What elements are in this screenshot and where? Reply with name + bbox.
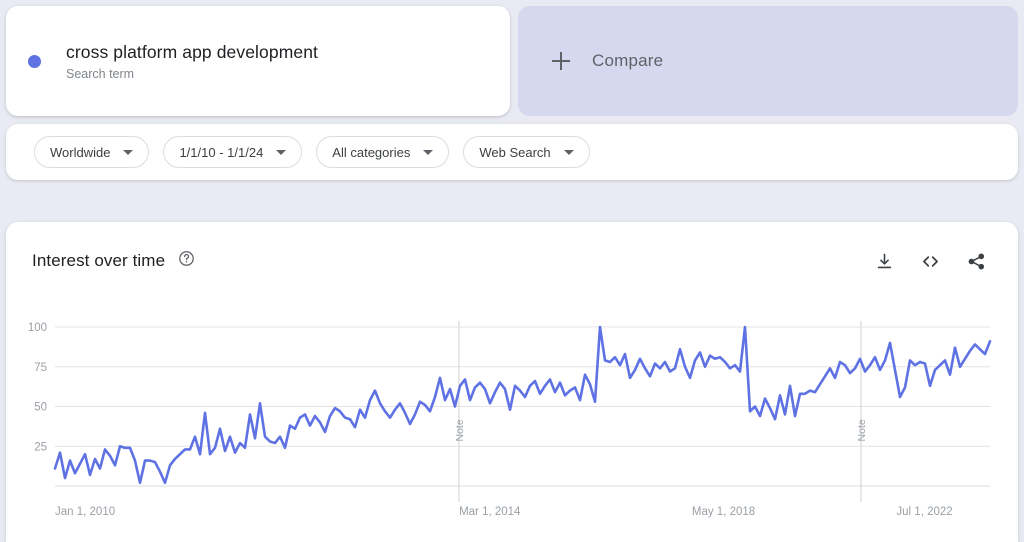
chart-actions [875, 251, 986, 272]
x-axis-tick-label: May 1, 2018 [692, 506, 755, 518]
chart-header: Interest over time [6, 222, 1018, 272]
search-term-card[interactable]: cross platform app development Search te… [6, 6, 510, 116]
y-axis-tick-label: 75 [34, 362, 47, 374]
filter-chip-search-type-label: Web Search [479, 144, 551, 160]
terms-row: cross platform app development Search te… [0, 0, 1024, 118]
plus-icon [552, 52, 570, 70]
series-color-dot [28, 54, 41, 68]
y-axis-tick-label: 100 [28, 322, 47, 334]
filter-chip-category-label: All categories [332, 144, 411, 160]
chart-title-wrap: Interest over time [32, 250, 195, 272]
filter-chip-region[interactable]: Worldwide [34, 136, 150, 168]
filter-chip-search-type[interactable]: Web Search [463, 136, 590, 168]
chevron-down-icon [123, 149, 134, 155]
search-term-texts: cross platform app development Search te… [66, 41, 318, 82]
share-icon[interactable] [967, 252, 986, 271]
filter-bar: Worldwide 1/1/10 - 1/1/24 All categories… [6, 124, 1018, 180]
note-marker-label: Note [856, 419, 868, 441]
help-circle-icon[interactable] [178, 250, 195, 272]
filter-chip-time-range[interactable]: 1/1/10 - 1/1/24 [163, 136, 303, 168]
x-axis-tick-label: Mar 1, 2014 [459, 506, 521, 518]
chart-plot-area[interactable]: 25 50 75 100 Note Note Jan 1, 2010 Mar 1, 2014 M… [6, 318, 1018, 542]
note-marker-label: Note [454, 419, 466, 441]
chevron-down-icon [423, 149, 434, 155]
compare-label: Compare [592, 51, 664, 70]
download-icon[interactable] [875, 252, 894, 271]
search-term-type: Search term [66, 66, 135, 81]
embed-code-icon[interactable] [920, 251, 941, 272]
filter-chip-region-label: Worldwide [50, 144, 111, 160]
interest-over-time-card: Interest over time [6, 222, 1018, 542]
interest-over-time-svg[interactable]: 25 50 75 100 Note Note Jan 1, 2010 Mar 1, 2014 M… [6, 318, 1018, 542]
series-line [53, 325, 992, 485]
chevron-down-icon [563, 149, 574, 155]
y-axis-tick-label: 50 [34, 402, 47, 414]
filter-chip-time-range-label: 1/1/10 - 1/1/24 [179, 144, 264, 160]
filter-chip-category[interactable]: All categories [316, 136, 450, 168]
y-axis-tick-label: 25 [34, 441, 47, 453]
compare-card[interactable]: Compare [518, 6, 1018, 116]
x-axis-tick-label: Jul 1, 2022 [896, 506, 952, 518]
x-axis-tick-label: Jan 1, 2010 [55, 506, 115, 518]
chart-title: Interest over time [32, 251, 166, 270]
search-term-label: cross platform app development [66, 41, 319, 62]
chevron-down-icon [276, 149, 287, 155]
